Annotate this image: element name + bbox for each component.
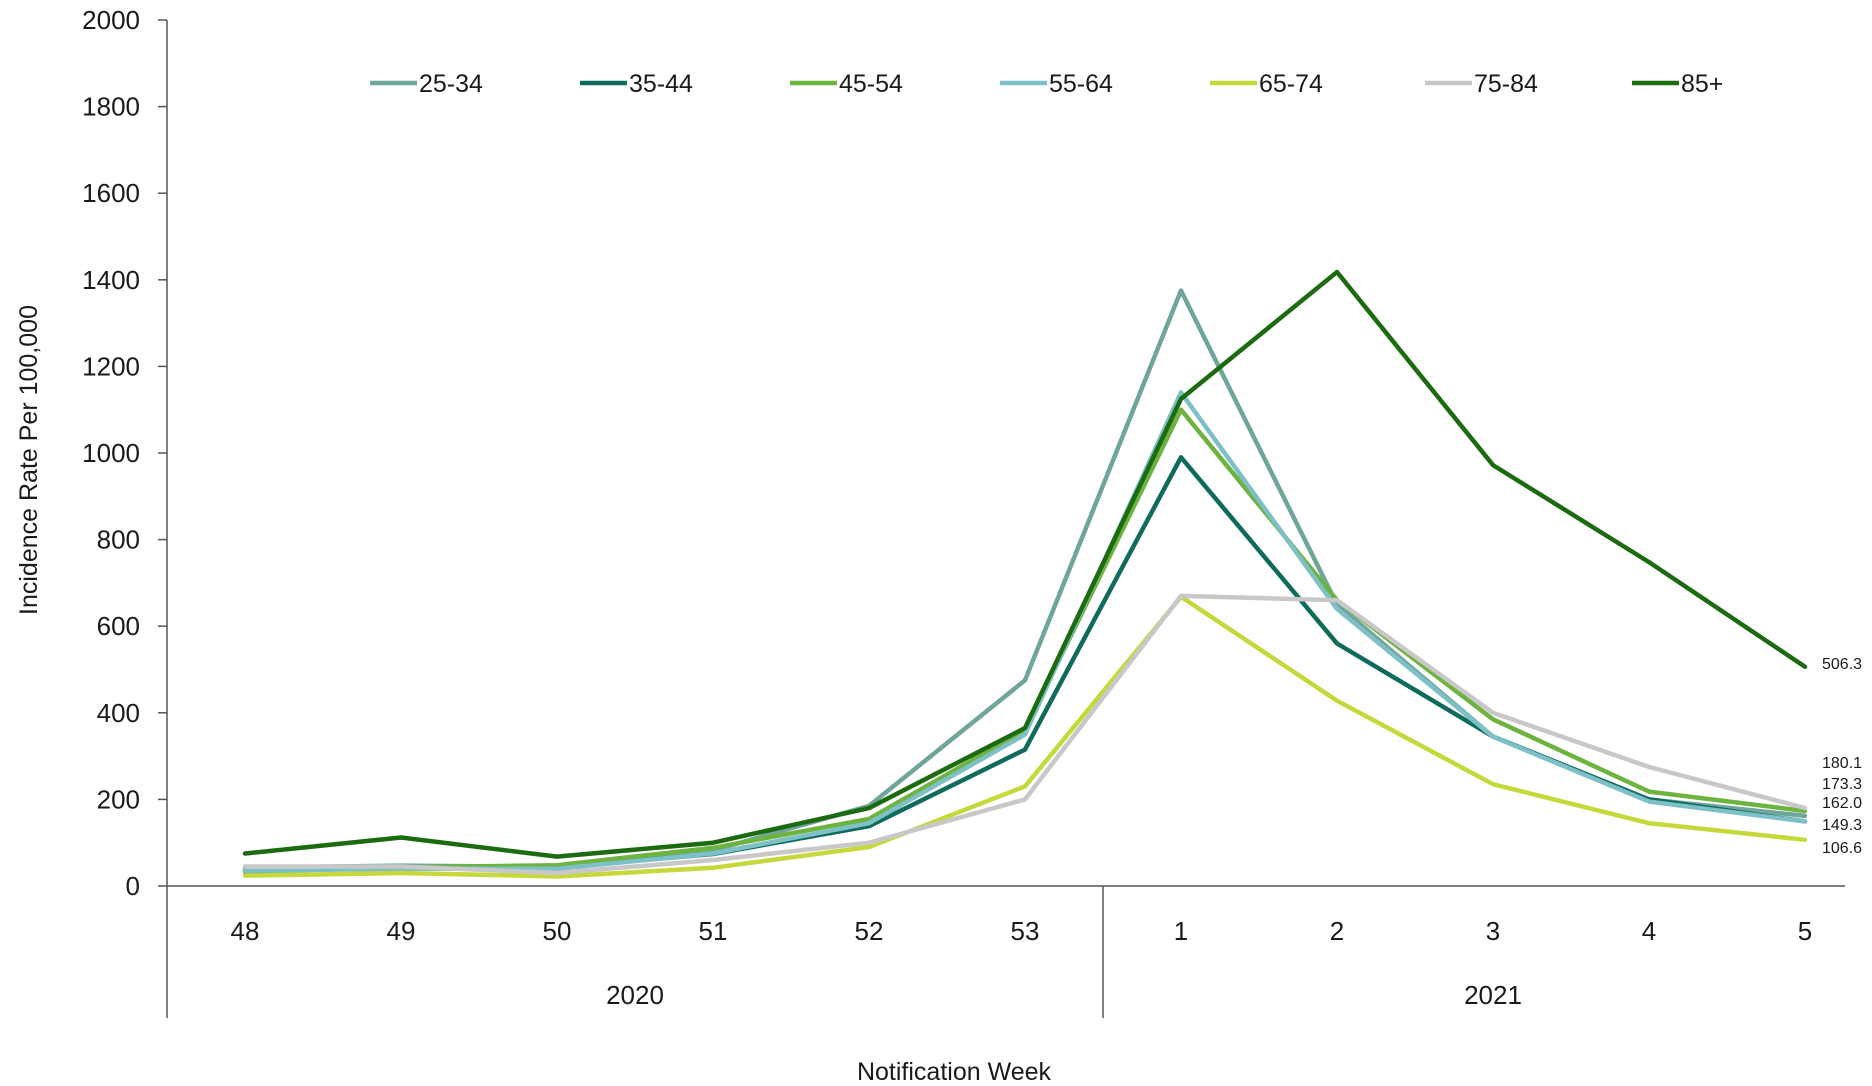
year-group-label: 2020 xyxy=(606,980,664,1010)
year-group-label: 2021 xyxy=(1464,980,1522,1010)
x-tick-label: 48 xyxy=(231,916,260,946)
end-value-label: 106.6 xyxy=(1822,840,1862,857)
end-value-label: 173.3 xyxy=(1822,776,1862,793)
x-tick-label: 53 xyxy=(1011,916,1040,946)
y-tick-label: 600 xyxy=(97,611,140,641)
legend-item: 25-34 xyxy=(370,70,483,98)
series-lines xyxy=(242,269,1808,879)
y-tick-label: 1400 xyxy=(82,265,140,295)
y-tick-label: 200 xyxy=(97,784,140,814)
end-value-label: 180.1 xyxy=(1822,755,1862,772)
legend-item: 65-74 xyxy=(1210,70,1323,98)
series-line-35-44 xyxy=(242,455,1808,874)
end-value-labels: 506.3 180.1 173.3 162.0 149.3 106.6 xyxy=(1822,656,1862,857)
y-tick-label: 1600 xyxy=(82,178,140,208)
series-line-25-34 xyxy=(242,288,1808,871)
x-tick-label: 1 xyxy=(1174,916,1188,946)
legend-item: 75-84 xyxy=(1425,70,1538,98)
legend-label: 55-64 xyxy=(1049,70,1113,98)
y-tick-label: 1200 xyxy=(82,351,140,381)
legend-item: 35-44 xyxy=(580,70,693,98)
legend-item: 55-64 xyxy=(1000,70,1113,98)
y-tick-label: 1800 xyxy=(82,92,140,122)
axes xyxy=(166,20,1845,1018)
legend-label: 45-54 xyxy=(839,70,903,98)
legend-label: 65-74 xyxy=(1259,70,1323,98)
legend-label: 25-34 xyxy=(419,70,483,98)
y-tick-label: 1000 xyxy=(82,438,140,468)
x-tick-label: 49 xyxy=(387,916,416,946)
x-tick-label: 52 xyxy=(855,916,884,946)
series-line-85plus xyxy=(242,269,1808,859)
y-tick-label: 2000 xyxy=(82,5,140,35)
y-tick-label: 0 xyxy=(126,871,140,901)
legend-label: 35-44 xyxy=(629,70,693,98)
x-tick-label: 51 xyxy=(699,916,728,946)
y-tick-label: 800 xyxy=(97,525,140,555)
end-value-label: 506.3 xyxy=(1822,656,1862,673)
y-axis-title: Incidence Rate Per 100,000 xyxy=(15,305,43,615)
y-axis-ticks: 0 200 400 600 800 1000 1200 1400 1600 1800 2000 xyxy=(82,5,167,901)
x-tick-label: 50 xyxy=(543,916,572,946)
x-tick-label: 5 xyxy=(1798,916,1812,946)
legend: 25-34 35-44 45-54 55-64 65-74 75-84 85+ xyxy=(370,70,1723,98)
legend-label: 85+ xyxy=(1681,70,1723,98)
end-value-label: 149.3 xyxy=(1822,817,1862,834)
end-value-label: 162.0 xyxy=(1822,795,1862,812)
x-axis-year-groups: 2020 2021 xyxy=(606,886,1522,1018)
x-axis-title: Notification Week xyxy=(857,1058,1052,1086)
legend-label: 75-84 xyxy=(1474,70,1538,98)
y-tick-label: 400 xyxy=(97,698,140,728)
x-axis-ticks: 48 49 50 51 52 53 1 2 3 4 5 xyxy=(231,916,1813,946)
legend-item: 45-54 xyxy=(790,70,903,98)
legend-item: 85+ xyxy=(1632,70,1723,98)
x-tick-label: 2 xyxy=(1330,916,1344,946)
x-tick-label: 3 xyxy=(1486,916,1500,946)
series-line-75-84 xyxy=(242,593,1808,876)
series-line-65-74 xyxy=(242,594,1808,879)
x-tick-label: 4 xyxy=(1642,916,1656,946)
